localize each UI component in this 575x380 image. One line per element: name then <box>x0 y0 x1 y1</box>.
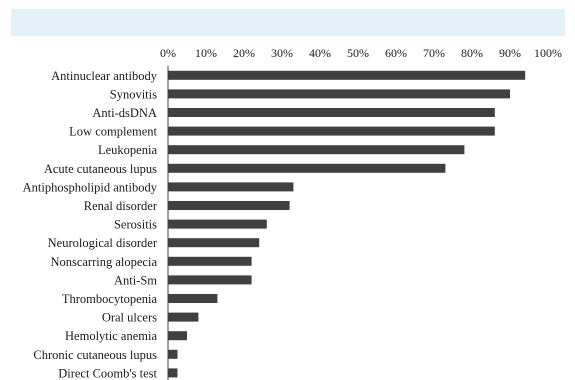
bar <box>168 368 178 378</box>
header-band <box>11 9 565 36</box>
category-label: Thrombocytopenia <box>62 292 158 306</box>
bar <box>168 182 294 192</box>
category-label: Antiphospholipid antibody <box>23 180 158 194</box>
x-tick-label: 50% <box>347 46 369 60</box>
x-tick-label: 90% <box>499 46 521 60</box>
category-label: Chronic cutaneous lupus <box>33 348 157 362</box>
x-tick-label: 20% <box>233 46 255 60</box>
category-label: Neurological disorder <box>48 236 158 250</box>
category-label: Leukopenia <box>98 143 157 157</box>
category-label: Anti-dsDNA <box>92 106 157 120</box>
bar <box>168 70 526 80</box>
bar <box>168 256 252 266</box>
bar <box>168 219 267 229</box>
x-axis-ticks: 0% 10% 20% 30% 40% 50% 60% 70% 80% 90% 100% <box>160 46 562 60</box>
bar <box>168 89 510 99</box>
category-label: Acute cutaneous lupus <box>44 162 157 176</box>
bar <box>168 145 465 155</box>
bar <box>168 312 199 322</box>
bar <box>168 331 187 341</box>
x-tick-label: 0% <box>160 46 176 60</box>
bar <box>168 294 218 303</box>
category-labels: Antinuclear antibody Synovitis Anti-dsDNA L… <box>23 69 158 380</box>
category-label: Synovitis <box>110 87 157 101</box>
category-label: Anti-Sm <box>114 273 157 287</box>
category-label: Low complement <box>69 125 157 139</box>
bar <box>168 238 260 248</box>
category-label: Oral ulcers <box>102 311 157 325</box>
bar <box>168 163 446 173</box>
x-tick-label: 100% <box>534 46 562 60</box>
bar <box>168 349 178 359</box>
bar <box>168 275 252 285</box>
x-tick-label: 60% <box>385 46 407 60</box>
bar <box>168 201 290 210</box>
x-tick-label: 10% <box>195 46 217 60</box>
x-tick-label: 30% <box>271 46 293 60</box>
x-tick-label: 80% <box>461 46 483 60</box>
category-label: Direct Coomb's test <box>58 366 157 380</box>
x-tick-label: 40% <box>309 46 331 60</box>
bars <box>168 70 526 378</box>
category-label: Hemolytic anemia <box>65 329 157 343</box>
category-label: Nonscarring alopecia <box>50 255 157 269</box>
category-label: Antinuclear antibody <box>51 69 158 83</box>
category-label: Renal disorder <box>84 199 158 213</box>
bar <box>168 126 495 136</box>
category-label: Serositis <box>114 218 157 232</box>
x-tick-label: 70% <box>423 46 445 60</box>
bar <box>168 108 495 117</box>
